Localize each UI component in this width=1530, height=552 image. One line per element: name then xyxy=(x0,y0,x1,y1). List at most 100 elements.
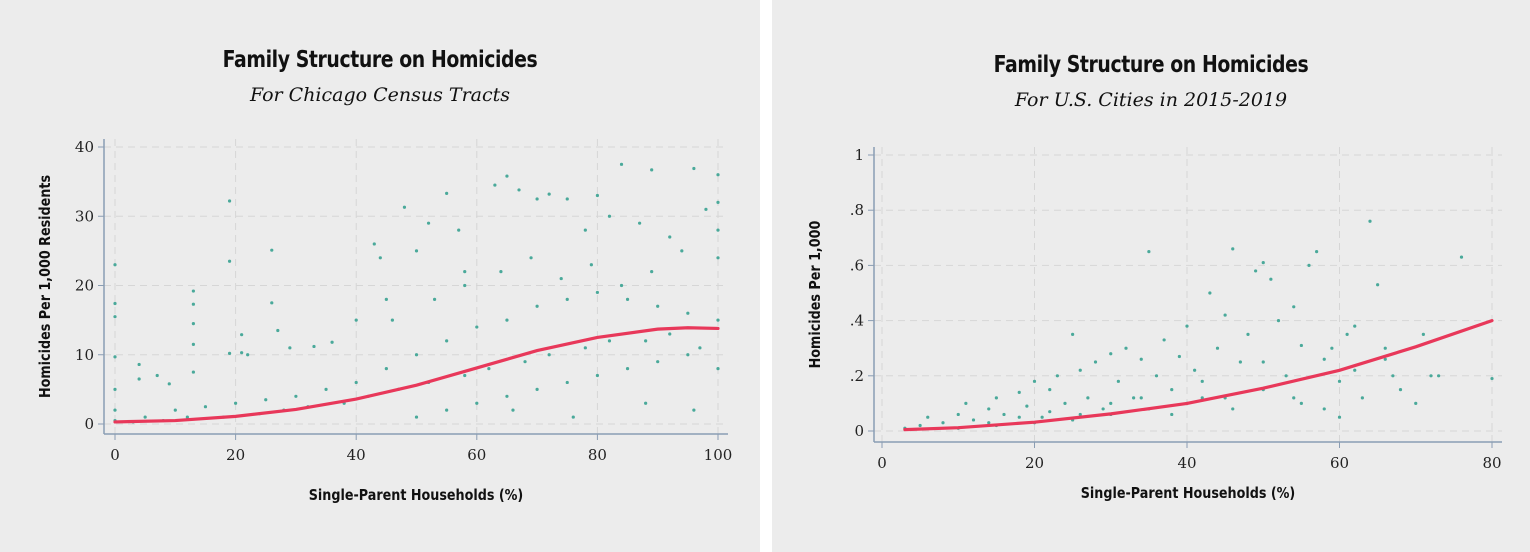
data-point xyxy=(595,193,600,198)
data-point xyxy=(1345,332,1349,336)
data-point xyxy=(185,415,189,419)
x-tick-label: 80 xyxy=(1482,454,1501,472)
data-point xyxy=(1124,346,1128,350)
data-point xyxy=(625,297,630,301)
x-tick-label: 60 xyxy=(1330,454,1349,472)
data-point xyxy=(704,207,708,211)
data-point xyxy=(1086,396,1090,400)
data-point xyxy=(1368,219,1372,223)
data-point xyxy=(571,415,575,419)
data-point xyxy=(1391,374,1395,378)
x-tick-label: 0 xyxy=(110,446,120,464)
data-point xyxy=(113,387,117,391)
data-point xyxy=(1330,346,1334,350)
x-tick-label: 40 xyxy=(347,446,366,464)
data-point xyxy=(294,394,298,398)
scatter-plot: 0 20 40 60 80 0 .2 .4 .6 .8 1 Single-Parent Househo… xyxy=(807,146,1502,502)
data-point xyxy=(941,421,945,425)
data-point xyxy=(240,351,244,355)
data-point xyxy=(499,270,503,274)
data-point xyxy=(1284,374,1288,378)
data-point xyxy=(312,344,316,349)
data-point xyxy=(445,191,449,195)
data-point xyxy=(1383,346,1387,350)
y-tick-label: .6 xyxy=(850,256,864,274)
data-point xyxy=(414,249,419,253)
data-point xyxy=(987,407,991,411)
data-point xyxy=(113,355,117,359)
data-point xyxy=(680,249,684,253)
data-point xyxy=(1376,283,1380,287)
data-point xyxy=(445,339,449,343)
y-tick-label: 0 xyxy=(84,415,94,433)
data-point xyxy=(1337,415,1342,419)
data-point xyxy=(964,401,968,405)
data-point xyxy=(1109,401,1113,405)
data-point xyxy=(155,373,159,378)
data-point xyxy=(656,360,660,364)
data-point xyxy=(505,174,509,178)
data-point xyxy=(113,408,117,412)
data-point xyxy=(1162,338,1166,342)
data-point xyxy=(354,380,358,385)
data-point xyxy=(619,162,624,166)
data-point xyxy=(1154,374,1159,378)
data-point xyxy=(414,415,419,419)
data-point xyxy=(565,197,569,201)
data-point xyxy=(716,367,720,371)
data-point xyxy=(1017,390,1021,394)
data-point xyxy=(607,214,612,218)
data-point xyxy=(565,380,569,385)
data-point xyxy=(1337,379,1342,383)
data-point xyxy=(523,360,527,364)
data-point xyxy=(1353,368,1357,372)
data-point xyxy=(1353,324,1357,328)
data-point xyxy=(956,412,960,417)
fit-line xyxy=(113,326,720,424)
data-point xyxy=(1208,291,1212,295)
data-point xyxy=(1139,396,1143,400)
data-point xyxy=(330,340,334,344)
data-point xyxy=(191,302,195,306)
data-point xyxy=(517,188,521,192)
chart-subtitle: For U.S. Cities in 2015-2019 xyxy=(1014,89,1288,111)
data-point xyxy=(1231,247,1235,251)
data-point xyxy=(668,235,672,239)
scatter-plot: 0 20 40 60 80 100 0 10 20 30 40 Single-Parent House… xyxy=(37,138,732,504)
data-point xyxy=(1200,379,1204,383)
data-point xyxy=(1078,412,1082,417)
data-point xyxy=(1215,346,1220,350)
data-point xyxy=(535,304,539,308)
data-point xyxy=(650,270,654,274)
data-point xyxy=(692,166,696,171)
data-point xyxy=(1414,401,1418,405)
data-point xyxy=(191,342,195,346)
data-point xyxy=(1002,412,1006,417)
data-point xyxy=(656,304,660,308)
data-point xyxy=(505,318,509,322)
data-point xyxy=(1055,374,1059,378)
data-point xyxy=(1093,360,1098,364)
data-point xyxy=(426,221,431,225)
data-point xyxy=(583,228,587,232)
data-point xyxy=(191,321,195,326)
data-point xyxy=(1078,368,1082,372)
data-point xyxy=(463,270,467,274)
data-point xyxy=(1132,396,1136,400)
x-tick-label: 0 xyxy=(877,454,887,472)
data-point xyxy=(547,353,551,357)
data-point xyxy=(583,346,587,350)
data-point xyxy=(378,256,382,260)
data-point xyxy=(625,367,630,371)
x-tick-label: 20 xyxy=(1025,454,1044,472)
data-point xyxy=(1185,324,1189,328)
chart-title: Family Structure on Homicides xyxy=(222,47,538,73)
data-point xyxy=(324,387,328,391)
y-tick-label: 10 xyxy=(75,346,94,364)
data-point xyxy=(987,421,991,425)
y-tick-label: 20 xyxy=(75,277,94,295)
data-point xyxy=(143,415,147,419)
data-point xyxy=(137,377,141,381)
data-point xyxy=(276,328,280,333)
data-point xyxy=(619,283,624,288)
